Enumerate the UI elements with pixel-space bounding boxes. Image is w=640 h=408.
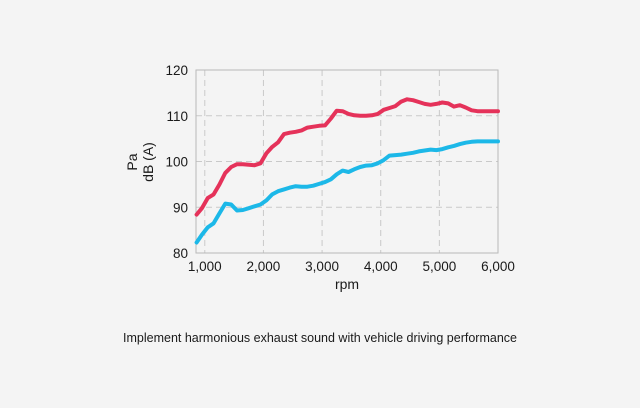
y-tick-labels: 80 90 100 110 120 [165, 63, 188, 261]
x-tick-labels: 1,000 2,000 3,000 4,000 5,000 6,000 [188, 259, 515, 274]
x-tick-label: 6,000 [481, 259, 515, 274]
y-tick-label: 90 [173, 200, 188, 215]
x-tick-label: 2,000 [247, 259, 281, 274]
x-tick-label: 1,000 [188, 259, 222, 274]
x-tick-label: 3,000 [305, 259, 339, 274]
plot-frame [195, 69, 499, 254]
grid [196, 70, 498, 253]
series-group [194, 97, 500, 245]
series-line-2 [194, 139, 500, 245]
y-tick-label: 80 [173, 246, 188, 261]
x-axis-label: rpm [335, 276, 359, 292]
y-axis-label-line1: Pa [124, 153, 140, 170]
y-tick-label: 110 [166, 109, 188, 124]
x-tick-label: 4,000 [364, 259, 398, 274]
y-tick-label: 120 [165, 63, 188, 78]
caption: Implement harmonious exhaust sound with … [123, 331, 517, 345]
series-line-1 [194, 97, 500, 217]
y-axis-label-line2: dB (A) [140, 142, 156, 182]
y-tick-label: 100 [165, 155, 188, 170]
x-tick-label: 5,000 [422, 259, 456, 274]
